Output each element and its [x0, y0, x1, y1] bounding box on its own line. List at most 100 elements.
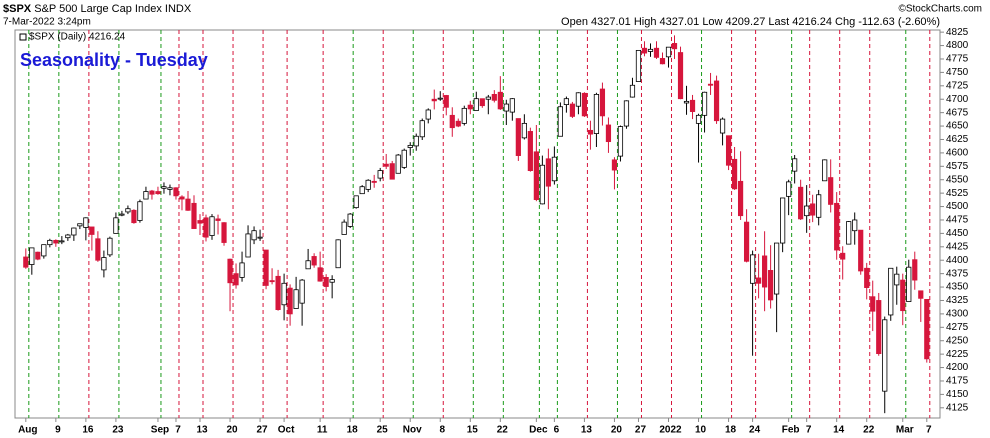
y-tick-label: 4325 — [946, 295, 969, 306]
candle-body — [137, 201, 143, 221]
candle-body — [227, 258, 233, 284]
candle-body — [563, 98, 569, 105]
exchange: INDX — [165, 3, 192, 15]
candle-body — [611, 159, 618, 171]
y-tick-label: 4200 — [946, 362, 969, 373]
candle-body — [467, 104, 473, 110]
candle-body — [497, 91, 503, 110]
candle-body — [347, 213, 353, 227]
x-tick-label: 14 — [833, 425, 845, 436]
candle-body — [749, 254, 756, 284]
candle-body — [233, 273, 239, 286]
x-tick-label: 13 — [581, 425, 593, 436]
candle-body — [653, 47, 660, 58]
candle-body — [281, 282, 287, 306]
candle-body — [533, 151, 539, 200]
x-tick-label: 9 — [55, 425, 61, 436]
candle-body — [900, 279, 906, 312]
candle-body — [65, 234, 71, 239]
candle-body — [581, 92, 588, 117]
candle-body — [437, 97, 443, 100]
candle-body — [864, 267, 870, 288]
y-tick-label: 4250 — [946, 335, 969, 346]
candle-body — [804, 205, 810, 217]
legend-icon — [19, 33, 27, 41]
y-tick-label: 4600 — [946, 148, 969, 159]
candle-body — [251, 230, 257, 241]
candle-body — [623, 100, 630, 127]
candle-body — [515, 118, 521, 156]
candle-body — [539, 164, 545, 205]
candle-body — [780, 197, 786, 244]
candle-body — [407, 144, 413, 148]
x-tick-label: 13 — [196, 425, 208, 436]
x-tick-label: 25 — [377, 425, 389, 436]
candle-body — [683, 100, 690, 104]
candle-body — [77, 223, 83, 227]
date: 7-Mar-2022 3:24pm — [3, 17, 91, 28]
candle-body — [527, 131, 533, 172]
candle-body — [810, 203, 816, 216]
candle-body — [425, 109, 431, 120]
candle-body — [876, 300, 882, 355]
candle-body — [731, 158, 738, 190]
candle-body — [762, 255, 768, 288]
x-tick-label: Dec — [529, 425, 548, 436]
candle-body — [689, 99, 696, 112]
candle-body — [695, 114, 702, 124]
candle-body — [599, 88, 606, 117]
candle-body — [191, 202, 197, 229]
candle-body — [792, 158, 798, 172]
candle-body — [816, 194, 822, 218]
candle-body — [665, 46, 672, 58]
candle-body — [551, 156, 557, 182]
candle-body — [155, 191, 161, 195]
candle-body — [858, 229, 864, 272]
candle-body — [329, 279, 335, 283]
y-tick-label: 4300 — [946, 309, 969, 320]
candle-body — [509, 98, 515, 113]
y-tick-label: 4475 — [946, 215, 969, 226]
candle-body — [221, 222, 227, 243]
x-tick-label: 24 — [749, 425, 761, 436]
candle-body — [371, 180, 377, 183]
candle-body — [737, 180, 744, 217]
candle-body — [521, 122, 527, 139]
x-tick-label: 20 — [226, 425, 238, 436]
x-tick-label: 2022 — [659, 425, 682, 436]
y-tick-label: 4700 — [946, 94, 969, 105]
y-tick-label: 4625 — [946, 134, 969, 145]
x-tick-label: Feb — [782, 425, 800, 436]
candle-body — [245, 233, 251, 258]
candle-body — [461, 107, 467, 124]
candle-body — [870, 296, 876, 312]
candle-body — [593, 93, 600, 134]
y-tick-label: 4175 — [946, 376, 969, 387]
candle-body — [707, 83, 714, 86]
y-tick-label: 4125 — [946, 402, 969, 413]
y-tick-label: 4500 — [946, 201, 969, 212]
candle-body — [671, 43, 678, 50]
y-tick-label: 4750 — [946, 67, 969, 78]
candle-body — [713, 80, 720, 122]
candle-body — [59, 240, 65, 243]
candle-body — [173, 187, 179, 197]
candle-body — [701, 91, 708, 116]
candle-body — [473, 98, 479, 111]
candle-body — [257, 236, 263, 239]
y-tick-label: 4550 — [946, 174, 969, 185]
candle-body — [912, 259, 918, 281]
candle-body — [756, 277, 762, 284]
candle-body — [647, 48, 654, 52]
candle-body — [89, 226, 95, 235]
x-tick-label: 8 — [439, 425, 445, 436]
candle-body — [834, 202, 840, 251]
candle-body — [659, 58, 666, 65]
symbol-code: $SPX — [3, 3, 32, 15]
candle-body — [83, 217, 89, 228]
x-tick-label: 16 — [82, 425, 94, 436]
candle-body — [113, 217, 119, 234]
candle-body — [269, 280, 275, 283]
candle-body — [203, 217, 209, 238]
candle-body — [503, 103, 509, 112]
